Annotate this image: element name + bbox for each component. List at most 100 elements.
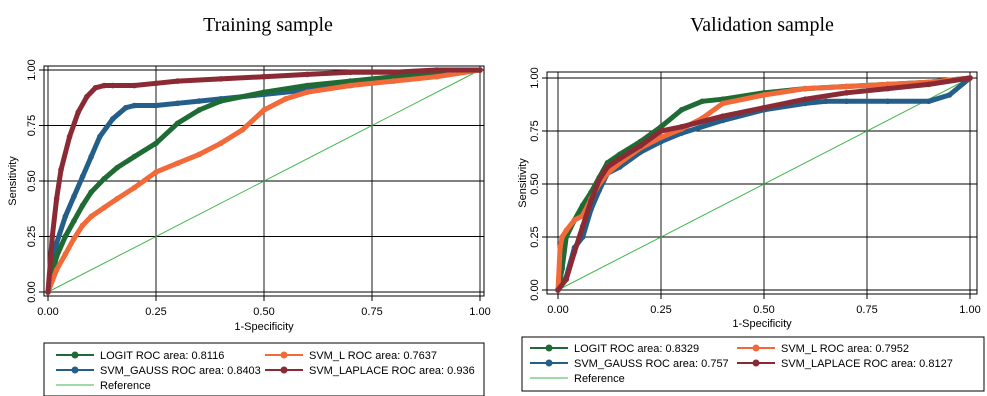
y-tick-label: 0.00 — [529, 279, 541, 300]
data-point-logit — [101, 175, 107, 182]
data-point-svm-l — [559, 234, 565, 240]
data-point-logit — [71, 218, 77, 224]
data-point-svm-laplace — [843, 90, 850, 96]
data-point-svm-laplace — [218, 76, 224, 82]
data-point-svm-l — [239, 127, 246, 133]
data-point-svm-l — [196, 151, 202, 158]
y-tick-label: 0.25 — [529, 226, 541, 247]
legend-box — [43, 342, 485, 396]
y-tick-label: 0.75 — [529, 120, 541, 141]
data-point-svm-laplace — [92, 84, 99, 91]
data-point-svm-gauss — [122, 104, 129, 111]
legend-swatch-marker — [545, 344, 553, 352]
data-point-svm-laplace — [390, 69, 397, 76]
legend-label: SVM_L ROC area: 0.7952 — [781, 343, 909, 355]
data-point-svm-laplace — [153, 80, 159, 87]
legend-item-logit: LOGIT ROC area: 0.8329 — [530, 343, 699, 355]
legend-label: LOGIT ROC area: 0.8329 — [574, 343, 699, 355]
data-point-svm-gauss — [926, 98, 932, 105]
data-point-svm-l — [761, 92, 767, 98]
data-point-logit — [174, 120, 181, 127]
x-tick-label: 0.75 — [856, 304, 877, 316]
y-axis-label: Sensitivity — [517, 158, 529, 208]
data-point-svm-l — [261, 107, 267, 113]
series-line-reference — [47, 69, 481, 293]
legend-swatch-marker — [71, 351, 79, 359]
data-point-svm-laplace — [571, 249, 578, 255]
data-point-logit — [658, 123, 664, 130]
data-point-svm-laplace — [596, 176, 602, 183]
series-line-svm-gauss — [555, 75, 973, 293]
legend-label: SVM_GAUSS ROC area: 0.8403 — [100, 365, 261, 377]
data-point-svm-laplace — [131, 82, 138, 89]
data-point-svm-laplace — [49, 233, 56, 240]
data-point-svm-l — [53, 267, 60, 273]
data-point-svm-l — [174, 160, 181, 167]
data-point-logit — [153, 140, 159, 147]
data-point-svm-gauss — [62, 213, 69, 220]
series-line-svm-laplace — [555, 75, 973, 293]
chart-panel-validation: Validation sample 0.00 0.25 0.50 0.75 1.00 0.… — [517, 14, 985, 392]
legend-item-svm-l: SVM_L ROC area: 0.7952 — [737, 343, 909, 355]
data-point-svm-laplace — [75, 109, 82, 115]
x-axis-label: 1-Specificity — [732, 318, 792, 330]
data-point-svm-laplace — [588, 198, 594, 204]
data-point-logit — [88, 189, 94, 195]
data-point-svm-laplace — [563, 276, 570, 283]
data-point-svm-gauss — [153, 102, 159, 109]
legend-item-reference: Reference — [56, 380, 151, 392]
x-tick-label: 1.00 — [469, 306, 490, 318]
data-point-svm-gauss — [884, 98, 891, 105]
data-point-logit — [699, 98, 705, 105]
legend-swatch-marker — [752, 359, 760, 367]
plot-frame — [546, 71, 978, 295]
data-point-logit — [79, 202, 86, 209]
x-tick-label: 0.00 — [37, 306, 58, 318]
data-point-svm-l — [62, 251, 69, 258]
data-point-svm-l — [390, 78, 397, 84]
legend-label: Reference — [100, 380, 151, 392]
data-point-svm-laplace — [101, 82, 107, 89]
legend-swatch-marker — [280, 351, 288, 359]
data-point-svm-laplace — [678, 123, 685, 130]
legend-label: SVM_LAPLACE ROC area: 0.8127 — [781, 358, 953, 370]
legend-item-logit: LOGIT ROC area: 0.8116 — [56, 350, 224, 362]
data-point-svm-gauss — [174, 100, 181, 107]
x-tick-label: 0.00 — [547, 304, 568, 316]
data-point-svm-laplace — [720, 113, 726, 119]
legend-item-svm-l: SVM_L ROC area: 0.7637 — [265, 350, 437, 362]
data-point-svm-laplace — [84, 93, 90, 100]
data-point-svm-laplace — [434, 67, 440, 73]
data-point-logit — [347, 78, 354, 84]
y-tick-label: 0.00 — [26, 281, 38, 302]
legend-label: SVM_GAUSS ROC area: 0.757 — [574, 358, 729, 370]
x-tick-label: 0.25 — [650, 304, 671, 316]
legend-item-svm-laplace: SVM_LAPLACE ROC area: 0.8127 — [737, 358, 953, 370]
data-point-svm-gauss — [131, 102, 138, 109]
data-point-svm-laplace — [637, 143, 644, 149]
data-point-svm-gauss — [88, 153, 94, 160]
data-point-svm-l — [71, 235, 77, 242]
chart-title: Training sample — [203, 14, 333, 36]
data-point-logit — [131, 153, 138, 160]
legend-item-svm-laplace: SVM_LAPLACE ROC area: 0.936 — [265, 365, 475, 377]
data-point-svm-l — [79, 222, 86, 229]
data-point-svm-laplace — [926, 81, 932, 88]
data-point-svm-l — [563, 227, 570, 234]
data-point-svm-laplace — [261, 73, 267, 80]
data-point-svm-laplace — [45, 289, 51, 295]
data-point-svm-laplace — [604, 164, 611, 170]
data-point-svm-l — [720, 100, 726, 107]
x-tick-label: 1.00 — [959, 304, 980, 316]
data-point-svm-laplace — [53, 195, 60, 202]
data-point-logit — [678, 107, 685, 113]
x-tick-label: 0.75 — [361, 306, 382, 318]
data-point-svm-laplace — [304, 71, 311, 78]
data-point-svm-l — [557, 244, 563, 251]
data-point-svm-l — [101, 204, 107, 211]
data-point-logit — [390, 73, 397, 80]
data-point-svm-laplace — [658, 128, 664, 134]
y-tick-label: 0.50 — [529, 173, 541, 194]
data-point-svm-l — [218, 140, 224, 147]
